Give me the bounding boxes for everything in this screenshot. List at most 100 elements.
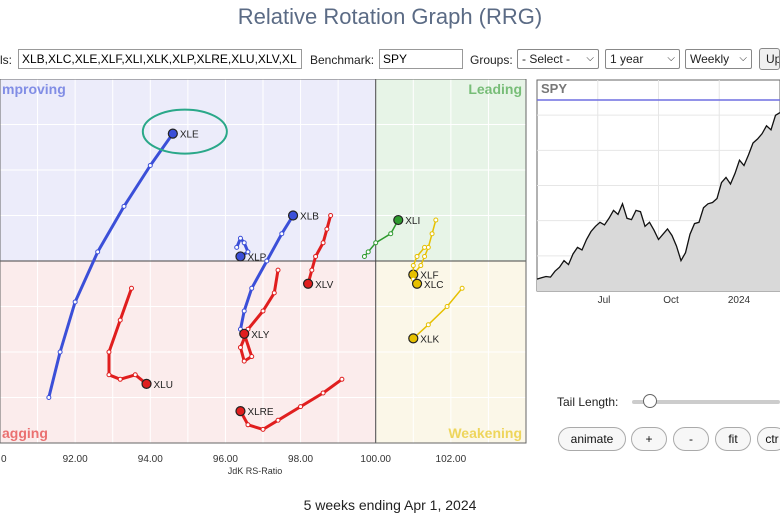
- tail-point-xlf: [418, 263, 424, 269]
- tail-point-xlu: [117, 376, 123, 382]
- tail-point-xli: [373, 240, 379, 246]
- highlight-circle: [141, 108, 228, 155]
- tail-point-xlv: [324, 226, 330, 232]
- label-xlre: XLRE: [247, 407, 273, 418]
- point-xlp: [235, 251, 246, 262]
- tail-point-xlu: [106, 349, 112, 355]
- groups-select-value: - Select -: [522, 52, 571, 66]
- tail-point-xle: [46, 395, 52, 400]
- x-tick-label: 0: [1, 454, 7, 465]
- spy-price-area: [537, 112, 780, 291]
- tail-point-xlc: [414, 253, 420, 259]
- tail-point-xle: [57, 349, 63, 355]
- tail-point-xlv: [309, 267, 315, 273]
- tail-point-xli: [365, 249, 371, 255]
- rrg-chart[interactable]: mproving Leading agging Weakening 0 92.00 94.0…: [0, 79, 530, 484]
- tail-point-xlv: [328, 213, 334, 218]
- tail-point-xlb: [264, 258, 270, 264]
- tail-point-xlre: [320, 390, 326, 396]
- tail-point-xlf: [429, 231, 435, 237]
- plot-border: [0, 79, 527, 444]
- tail-point-xlb: [279, 231, 285, 237]
- tail-point-xlp: [234, 244, 240, 250]
- center-button[interactable]: ctr: [757, 427, 780, 451]
- tail-point-xle: [147, 162, 153, 168]
- spy-label: SPY: [541, 81, 567, 96]
- spy-panel: SPY Jul Oct 2024: [536, 79, 780, 306]
- x-tick-label: 102.00: [436, 454, 467, 465]
- label-xle: XLE: [180, 130, 199, 141]
- tail-point-xlu: [106, 372, 112, 378]
- tail-point-xlu: [132, 372, 138, 378]
- tail-point-xlk: [444, 304, 450, 309]
- tail-point-xlre: [245, 422, 251, 428]
- label-xlp: XLP: [247, 252, 266, 263]
- quadrant-label-improving: mproving: [2, 81, 66, 97]
- x-axis-label: JdK RS-Ratio: [228, 466, 283, 476]
- benchmark-label: Benchmark:: [310, 53, 375, 67]
- tail-point-xlc: [410, 263, 416, 269]
- footer-date: 5 weeks ending Apr 1, 2024: [303, 497, 477, 513]
- tail-point-xly: [271, 290, 277, 296]
- benchmark-input[interactable]: SPY: [379, 49, 463, 69]
- tail-point-xly: [249, 354, 255, 360]
- tail-point-xli: [361, 253, 367, 259]
- tail-xlk: [412, 287, 463, 340]
- period-select[interactable]: 1 year ⌵: [605, 49, 680, 69]
- label-xlc: XLC: [424, 280, 443, 291]
- label-xli: XLI: [405, 216, 420, 227]
- point-xlk: [408, 333, 419, 344]
- tail-point-xly: [237, 344, 243, 350]
- tail-length-label: Tail Length:: [557, 395, 619, 409]
- point-xli: [393, 214, 404, 226]
- x-tick-label: 100.00: [360, 454, 391, 465]
- tail-point-xly: [241, 358, 247, 364]
- tail-point-xlf: [422, 253, 428, 259]
- tail-length-slider[interactable]: [632, 394, 780, 408]
- chevron-down-icon: ⌵: [739, 53, 747, 64]
- tail-point-xlre: [260, 426, 266, 432]
- tail-point-xlu: [117, 317, 123, 323]
- slider-thumb[interactable]: [642, 394, 657, 408]
- tail-point-xlv: [320, 240, 326, 246]
- update-button[interactable]: Up: [759, 48, 780, 70]
- quadrant-label-lagging: agging: [2, 425, 48, 441]
- quadrant-label-leading: Leading: [468, 81, 522, 97]
- point-xlu: [141, 378, 152, 389]
- tail-point-xli: [388, 231, 394, 237]
- tail-point-xle: [121, 203, 127, 209]
- symbols-input[interactable]: XLB,XLC,XLE,XLF,XLI,XLK,XLP,XLRE,XLU,XLV…: [18, 49, 302, 69]
- spy-x-tick-label: Oct: [663, 295, 679, 306]
- x-tick-label: 92.00: [63, 454, 88, 465]
- fit-button[interactable]: fit: [715, 427, 751, 451]
- groups-label: Groups:: [470, 53, 513, 67]
- tail-point-xlre: [275, 417, 281, 423]
- toolbar: ls: XLB,XLC,XLE,XLF,XLI,XLK,XLP,XLRE,XLU…: [0, 48, 780, 72]
- tail-point-xle: [95, 249, 101, 255]
- x-tick-label: 94.00: [138, 454, 163, 465]
- spy-x-tick-label: Jul: [598, 295, 611, 306]
- tail-point-xle: [72, 299, 78, 305]
- symbols-label: ls:: [0, 53, 12, 67]
- point-xlb: [287, 210, 299, 221]
- tail-point-xlf: [433, 217, 439, 223]
- tail-point-xly: [275, 267, 281, 273]
- tail-point-xlre: [298, 404, 304, 410]
- point-xle: [167, 128, 178, 139]
- point-xlre: [235, 406, 246, 417]
- zoom-in-button[interactable]: +: [631, 427, 667, 451]
- frequency-select[interactable]: Weekly ⌵: [685, 49, 752, 69]
- chevron-down-icon: ⌵: [667, 53, 675, 64]
- tail-xlb: [239, 214, 295, 331]
- page-title: Relative Rotation Graph (RRG): [237, 4, 543, 29]
- tail-point-xlv: [313, 253, 319, 259]
- label-xlu: XLU: [154, 380, 173, 391]
- quadrant-label-weakening: Weakening: [448, 425, 522, 441]
- zoom-out-button[interactable]: -: [673, 427, 709, 451]
- animate-button[interactable]: animate: [558, 427, 626, 451]
- groups-select[interactable]: - Select - ⌵: [517, 49, 599, 69]
- label-xlf: XLF: [420, 271, 438, 282]
- tail-point-xlp: [241, 240, 247, 246]
- tail-point-xlb: [249, 285, 255, 291]
- tail-point-xlre: [339, 376, 345, 382]
